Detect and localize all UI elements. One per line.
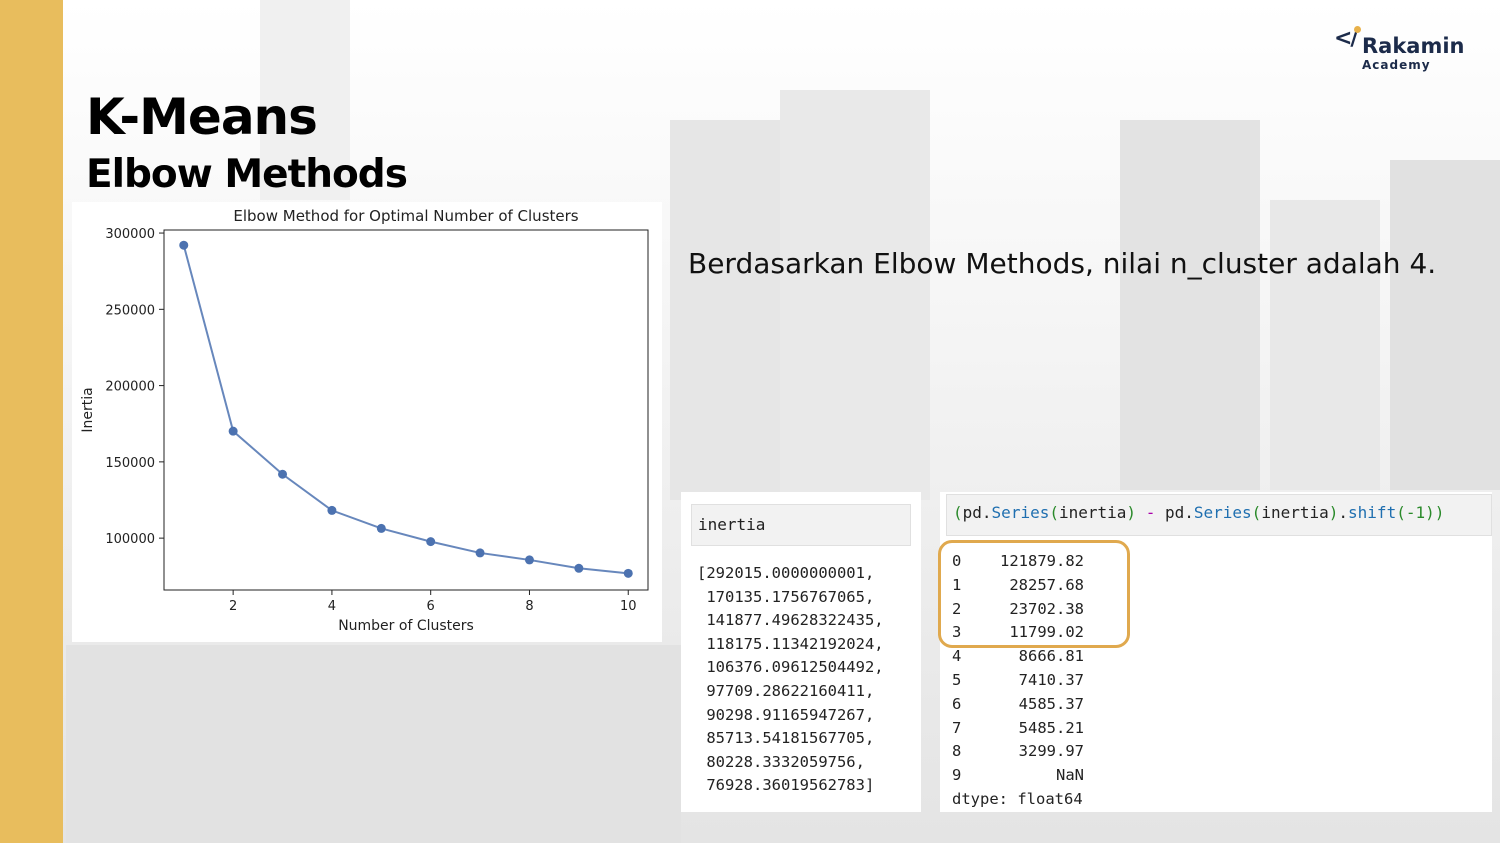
- row-value: 3299.97: [1018, 742, 1084, 761]
- building-silhouette: [1120, 120, 1260, 490]
- accent-sidebar: [0, 0, 63, 843]
- row-index: 1: [952, 575, 962, 594]
- inertia-cell-input: inertia: [691, 504, 911, 546]
- y-tick-label: 100000: [105, 532, 155, 547]
- building-silhouette: [1270, 200, 1380, 490]
- row-index: 8: [952, 742, 962, 761]
- diff-output-row: 1 28257.68: [952, 574, 1084, 598]
- logo-dot-icon: [1354, 26, 1361, 33]
- x-tick-label: 8: [525, 599, 533, 614]
- building-silhouette: [670, 120, 780, 500]
- elbow-chart-svg: Elbow Method for Optimal Number of Clust…: [80, 207, 649, 634]
- data-point: [475, 548, 485, 558]
- inertia-cell-output: [292015.0000000001, 170135.1756767065, 1…: [697, 562, 884, 798]
- diff-cell-output: 0 121879.82 1 28257.68 2 23702.38 3 11799.02 4 86…: [952, 550, 1084, 812]
- inertia-output-line: 85713.54181567705,: [697, 729, 875, 748]
- conclusion-text: Berdasarkan Elbow Methods, nilai n_clust…: [688, 247, 1437, 280]
- row-value: 8666.81: [1018, 647, 1084, 666]
- diff-output-row: 5 7410.37: [952, 669, 1084, 693]
- row-value: 4585.37: [1018, 694, 1084, 713]
- data-point: [426, 537, 436, 547]
- building-silhouette: [780, 90, 930, 500]
- row-value: 23702.38: [1009, 599, 1084, 618]
- diff-output-row: 8 3299.97: [952, 740, 1084, 764]
- elbow-chart: Elbow Method for Optimal Number of Clust…: [72, 202, 662, 642]
- row-index: 0: [952, 552, 962, 570]
- row-index: 2: [952, 599, 962, 618]
- dtype-line: dtype: float64: [952, 789, 1083, 808]
- inertia-output-line: 118175.11342192024,: [697, 634, 884, 653]
- row-value: 5485.21: [1018, 718, 1084, 737]
- logo-subtitle: Academy: [1362, 58, 1431, 72]
- y-tick-label: 200000: [105, 380, 155, 395]
- logo-name: Rakamin: [1362, 34, 1465, 58]
- rakamin-logo: </ Rakamin Academy: [1334, 24, 1474, 74]
- diff-output-row: 0 121879.82: [952, 550, 1084, 574]
- inertia-cell: inertia [292015.0000000001, 170135.17567…: [681, 492, 921, 812]
- diff-output-row: 4 8666.81: [952, 645, 1084, 669]
- x-axis-label: Number of Clusters: [338, 618, 474, 634]
- row-value: 11799.02: [1009, 623, 1084, 642]
- row-index: 7: [952, 718, 962, 737]
- data-point: [327, 505, 337, 515]
- x-tick-label: 10: [620, 599, 637, 614]
- y-tick-label: 250000: [105, 303, 155, 318]
- inertia-output-line: 80228.3332059756,: [697, 752, 865, 771]
- plot-frame: [163, 229, 649, 591]
- x-tick-label: 6: [427, 599, 435, 614]
- x-tick-label: 4: [328, 599, 336, 614]
- y-tick-label: 300000: [105, 227, 155, 242]
- diff-output-row: 9 NaN: [952, 764, 1084, 788]
- y-axis-label: Inertia: [80, 387, 96, 432]
- series-line: [182, 244, 629, 575]
- row-index: 3: [952, 623, 962, 642]
- building-silhouette: [1390, 160, 1500, 490]
- inertia-output-line: 141877.49628322435,: [697, 611, 884, 630]
- x-tick-label: 2: [229, 599, 237, 614]
- diff-cell-input: (pd.Series(inertia) - pd.Series(inertia)…: [946, 494, 1492, 536]
- row-index: 4: [952, 647, 962, 666]
- slide-subtitle: Elbow Methods: [86, 152, 408, 197]
- bracket-gap: [1132, 553, 1140, 633]
- inertia-output-line: 76928.36019562783]: [697, 776, 875, 795]
- chart-title: Elbow Method for Optimal Number of Clust…: [233, 207, 578, 225]
- diff-output-row: 7 5485.21: [952, 717, 1084, 741]
- y-tick-label: 150000: [105, 456, 155, 471]
- row-index: 9: [952, 766, 962, 785]
- data-point: [376, 523, 386, 533]
- data-point: [524, 555, 534, 565]
- slide-title: K-Means: [86, 88, 318, 146]
- inertia-output-line: 90298.91165947267,: [697, 705, 875, 724]
- inertia-output-line: 106376.09612504492,: [697, 658, 884, 677]
- data-point: [278, 469, 288, 479]
- ground-area: [66, 645, 681, 843]
- inertia-output-line: 97709.28622160411,: [697, 681, 875, 700]
- data-point: [623, 568, 633, 578]
- diff-output-row: 3 11799.02: [952, 621, 1084, 645]
- inertia-output-line: 170135.1756767065,: [697, 587, 875, 606]
- row-value: NaN: [1056, 766, 1084, 785]
- diff-cell-code: (pd.Series(inertia) - pd.Series(inertia)…: [953, 503, 1445, 522]
- row-index: 6: [952, 694, 962, 713]
- row-value: 28257.68: [1009, 575, 1084, 594]
- building-silhouette: [260, 0, 350, 200]
- diff-output-row: 2 23702.38: [952, 598, 1084, 622]
- row-value: 121879.82: [1000, 552, 1084, 570]
- inertia-output-line: [292015.0000000001,: [697, 564, 875, 582]
- diff-output-row: 6 4585.37: [952, 693, 1084, 717]
- data-point: [179, 240, 189, 250]
- row-index: 5: [952, 670, 962, 689]
- data-point: [574, 563, 584, 573]
- diff-cell: (pd.Series(inertia) - pd.Series(inertia)…: [940, 492, 1492, 812]
- highlight-bracket: [938, 540, 1130, 648]
- data-point: [228, 426, 238, 436]
- row-value: 7410.37: [1018, 670, 1084, 689]
